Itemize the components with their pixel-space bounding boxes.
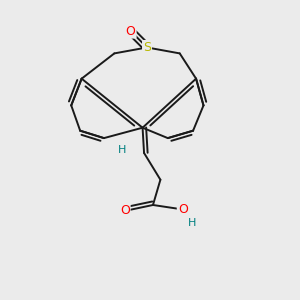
Text: H: H [118,145,126,155]
Text: H: H [188,218,196,228]
Text: O: O [120,204,130,218]
Text: O: O [126,25,136,38]
Text: S: S [143,41,151,54]
Text: O: O [178,203,188,216]
